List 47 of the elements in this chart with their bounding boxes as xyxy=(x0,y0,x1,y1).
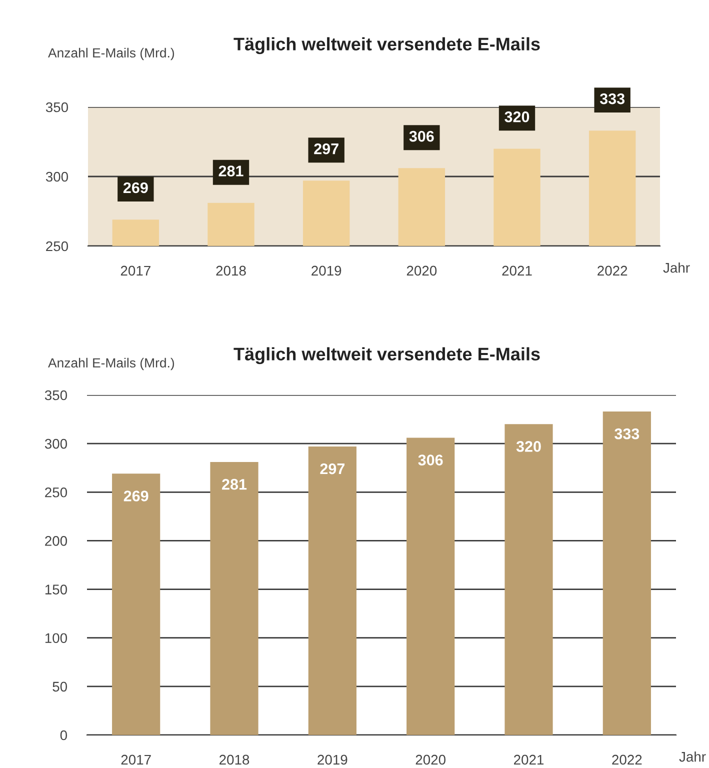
bar xyxy=(602,412,651,735)
bar xyxy=(112,474,160,735)
chart-title: Täglich weltweit versendete E-Mails xyxy=(234,347,540,364)
y-tick-label: 200 xyxy=(45,536,68,546)
y-axis-title: Anzahl E-Mails (Mrd.) xyxy=(48,48,174,60)
chart-title: Täglich weltweit versendete E-Mails xyxy=(234,37,540,54)
bar xyxy=(504,424,553,735)
x-tick-label: 2019 xyxy=(312,266,342,276)
x-tick-label: 2020 xyxy=(416,754,446,765)
data-label: 306 xyxy=(409,130,434,142)
data-label: 297 xyxy=(314,143,338,154)
y-tick-label: 250 xyxy=(45,487,68,498)
data-label: 281 xyxy=(218,166,244,176)
x-tick-label: 2021 xyxy=(502,266,532,276)
data-label: 333 xyxy=(600,93,625,104)
x-axis-title: Jahr xyxy=(679,752,706,762)
bar xyxy=(406,438,455,735)
data-label: 333 xyxy=(614,428,640,440)
y-tick-label: 300 xyxy=(44,438,68,449)
data-label: 306 xyxy=(418,454,443,466)
x-tick-label: 2022 xyxy=(598,266,628,276)
data-label: 281 xyxy=(222,478,247,490)
data-label: 269 xyxy=(124,490,148,502)
x-tick-label: 2020 xyxy=(406,266,437,276)
y-tick-label: 350 xyxy=(44,390,68,400)
x-tick-label: 2022 xyxy=(612,754,642,765)
data-label: 320 xyxy=(504,111,530,122)
y-tick-label: 100 xyxy=(45,633,68,644)
y-tick-label: 250 xyxy=(46,241,68,252)
x-tick-label: 2019 xyxy=(318,754,348,765)
y-tick-label: 350 xyxy=(46,102,68,112)
x-tick-label: 2018 xyxy=(216,266,246,276)
data-label: 297 xyxy=(320,463,344,474)
data-label: 269 xyxy=(123,182,148,194)
y-tick-label: 300 xyxy=(46,172,68,182)
bar xyxy=(308,446,356,735)
x-tick-label: 2017 xyxy=(120,266,150,276)
data-label: 320 xyxy=(516,441,541,452)
x-tick-label: 2017 xyxy=(121,754,151,765)
y-tick-label: 50 xyxy=(52,682,68,692)
y-tick-label: 0 xyxy=(60,730,68,740)
x-axis-title: Jahr xyxy=(663,262,690,273)
y-tick-label: 150 xyxy=(45,584,68,594)
y-axis-title: Anzahl E-Mails (Mrd.) xyxy=(48,358,174,370)
x-tick-label: 2021 xyxy=(514,754,544,765)
bar xyxy=(210,462,258,735)
x-tick-label: 2018 xyxy=(220,754,250,765)
